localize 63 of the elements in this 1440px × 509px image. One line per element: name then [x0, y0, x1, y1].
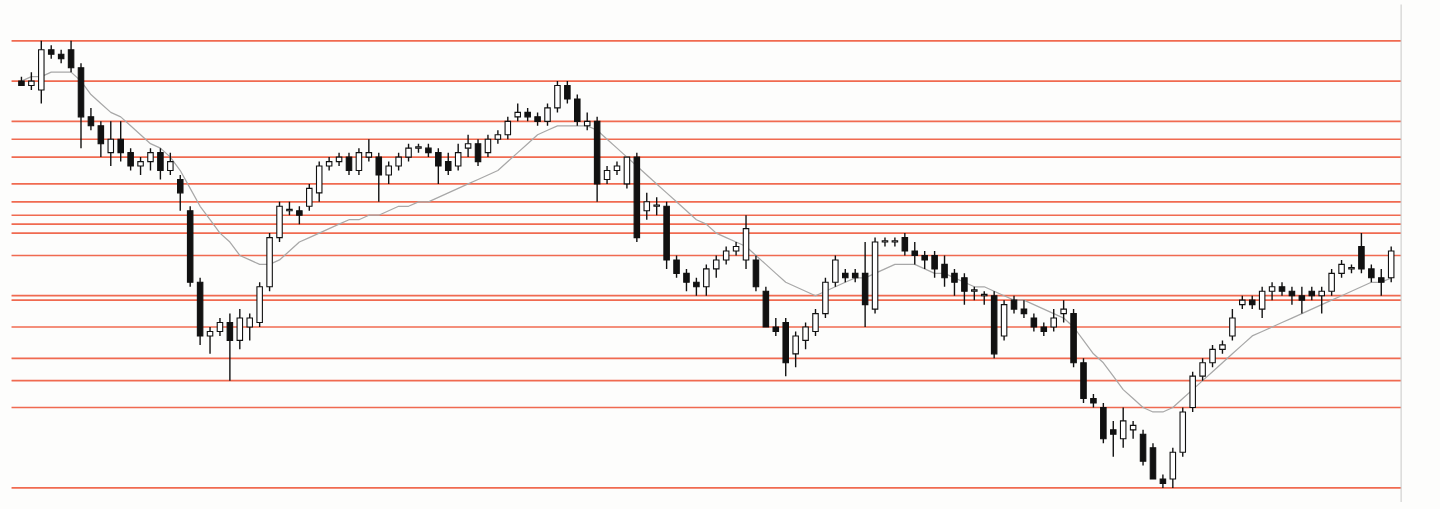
candlestick: [712, 254, 720, 279]
candlestick: [454, 142, 462, 172]
candlestick: [206, 326, 214, 355]
candlestick: [1119, 406, 1127, 449]
candlestick: [375, 151, 383, 203]
candlestick: [643, 192, 651, 221]
candlestick: [1129, 420, 1137, 440]
candlestick: [1318, 286, 1325, 315]
candlestick: [1298, 286, 1306, 315]
candlestick: [435, 147, 442, 185]
candlestick: [554, 80, 561, 114]
candlestick: [464, 134, 472, 158]
candlestick: [147, 147, 154, 172]
candlestick: [891, 236, 899, 248]
candlestick: [1358, 232, 1365, 275]
candlestick: [127, 147, 134, 172]
candlestick: [176, 174, 184, 212]
candlestick: [673, 254, 680, 279]
candlestick: [1377, 268, 1385, 297]
candlestick: [385, 160, 392, 185]
candlestick: [1109, 420, 1117, 458]
candlestick: [812, 308, 819, 337]
candlestick: [941, 254, 948, 288]
candlestick: [931, 250, 938, 279]
candlestick: [236, 308, 244, 351]
candlestick: [67, 40, 75, 73]
candlestick: [832, 254, 839, 288]
candlestick: [901, 232, 909, 257]
candlestick: [683, 268, 690, 292]
candlestick: [306, 183, 313, 212]
candlestick: [1209, 344, 1216, 368]
candlestick: [911, 241, 919, 266]
candlestick: [1050, 308, 1058, 333]
candlestick: [246, 312, 254, 342]
candlestick: [1229, 308, 1236, 342]
candlestick: [97, 120, 105, 158]
candlestick: [167, 151, 174, 176]
candlestick: [226, 312, 234, 382]
candlestick: [474, 138, 482, 167]
candlestick: [951, 268, 958, 297]
candlestick: [792, 330, 799, 368]
candlestick: [365, 138, 373, 163]
candlestick: [87, 107, 95, 131]
candlestick: [444, 151, 452, 176]
candlestick: [1268, 281, 1276, 301]
candlestick: [504, 116, 512, 140]
candlestick: [1328, 268, 1335, 297]
candlestick: [574, 93, 581, 127]
candlestick: [881, 236, 889, 248]
candlestick: [345, 151, 353, 176]
candlestick: [355, 147, 363, 176]
candlestick: [961, 272, 968, 306]
candlestick: [117, 120, 124, 163]
candlestick: [157, 147, 164, 181]
candlestick: [1199, 357, 1206, 382]
candlestick: [544, 102, 551, 127]
candlestick: [802, 321, 809, 351]
candlestick: [107, 120, 115, 167]
candlestick: [1020, 299, 1028, 319]
candlestick: [703, 263, 710, 297]
candlestick: [1060, 299, 1067, 324]
candlestick: [1258, 286, 1266, 319]
candlestick: [564, 80, 571, 105]
